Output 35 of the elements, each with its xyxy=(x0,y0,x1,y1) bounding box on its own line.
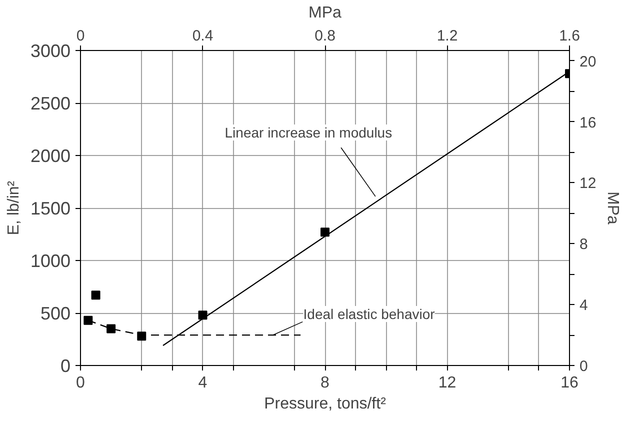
x2-tick-label: 0 xyxy=(76,28,85,44)
x2-tick-label: 0.4 xyxy=(192,28,214,44)
y2-axis-title: MPa xyxy=(604,192,622,225)
y-tick-label: 3000 xyxy=(30,41,71,61)
y2-tick-label: 20 xyxy=(580,53,596,70)
x-tick-label: 8 xyxy=(320,374,330,392)
point xyxy=(91,290,100,300)
y-tick-label: 2000 xyxy=(30,146,71,166)
y2-tick-label: 16 xyxy=(580,114,596,132)
point xyxy=(106,324,116,334)
x-axis-title: Pressure, tons/ft² xyxy=(264,396,387,412)
y2-tick-label: 12 xyxy=(580,175,596,192)
x2-tick-label: 0.8 xyxy=(314,28,336,44)
y-tick-label: 0 xyxy=(60,356,71,376)
y2-tick-label: 8 xyxy=(580,236,588,254)
x-tick-label: 12 xyxy=(438,374,456,392)
x2-tick-label: 1.6 xyxy=(559,28,580,44)
y2-tick-label: 4 xyxy=(580,297,588,314)
y2-tick-label: 0 xyxy=(580,358,588,375)
y-tick-label: 1000 xyxy=(30,251,71,271)
point xyxy=(84,316,93,325)
annotation: Linear increase in modulus xyxy=(224,124,392,140)
x2-axis-title: MPa xyxy=(308,4,342,22)
x-tick-label: 16 xyxy=(560,374,578,392)
x-tick-label: 4 xyxy=(198,374,208,392)
x-tick-label: 0 xyxy=(76,374,86,392)
x2-tick-label: 1.2 xyxy=(436,28,458,44)
y-tick-label: 500 xyxy=(40,304,71,324)
y-tick-label: 1500 xyxy=(30,198,71,218)
annotation: Ideal elastic behavior xyxy=(303,306,436,322)
point xyxy=(198,310,208,320)
y-tick-label: 2500 xyxy=(30,94,71,114)
y-axis-title: E, lb/in² xyxy=(5,180,22,236)
point xyxy=(137,332,146,341)
point xyxy=(320,228,330,237)
